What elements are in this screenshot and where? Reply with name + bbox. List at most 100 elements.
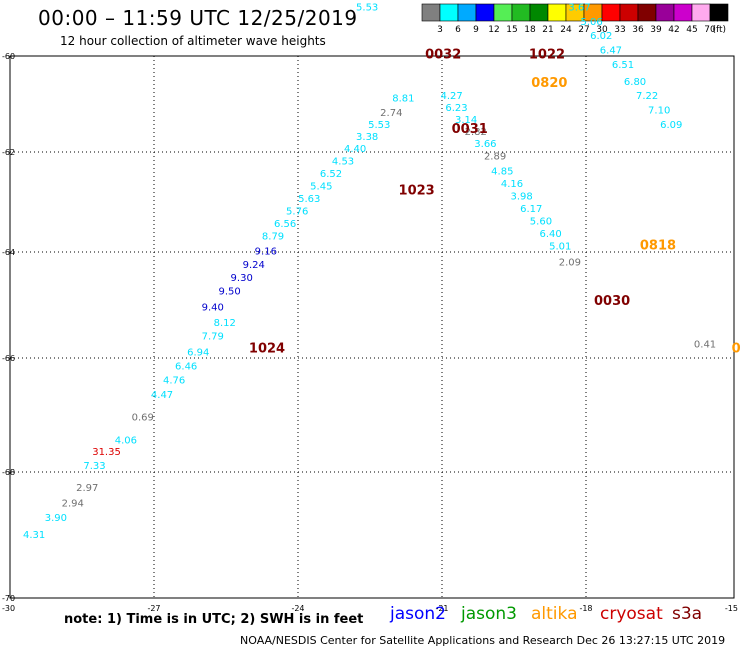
- legend-tick-label: 33: [614, 25, 625, 35]
- wave-height-value: 3.98: [510, 192, 532, 203]
- wave-height-value: 3.66: [474, 139, 496, 150]
- wave-height-value: 0.69: [132, 413, 154, 424]
- satellite-cryosat: cryosat: [600, 604, 663, 624]
- legend-swatch: [547, 3, 567, 22]
- wave-height-value: 6.09: [660, 120, 682, 131]
- legend-swatch: [421, 3, 441, 22]
- legend-tick-label: 21: [542, 25, 553, 35]
- legend-swatch: [691, 3, 711, 22]
- lon-tick-label: -24: [291, 604, 304, 613]
- footer-note: note: 1) Time is in UTC; 2) SWH is in fe…: [64, 612, 364, 627]
- page-title: 00:00 – 11:59 UTC 12/25/2019: [38, 6, 358, 30]
- legend-tick-label: 9: [473, 25, 479, 35]
- wave-height-value: 6.52: [320, 169, 342, 180]
- legend-tick-label: 42: [668, 25, 679, 35]
- lon-tick-label: -21: [435, 604, 448, 613]
- wave-height-value: 4.16: [501, 179, 523, 190]
- lat-tick-label: -66: [2, 354, 15, 363]
- legend-swatch: [709, 3, 729, 22]
- wave-height-value: 5.60: [530, 217, 552, 228]
- lon-tick-label: -15: [725, 604, 738, 613]
- wave-height-value: 8.81: [392, 94, 414, 105]
- pass-time-label: 1023: [399, 184, 435, 199]
- legend-swatch: [529, 3, 549, 22]
- wave-height-value: 31.35: [92, 447, 121, 458]
- legend-tick-label: 6: [455, 25, 461, 35]
- wave-height-value: 2.94: [62, 499, 84, 510]
- wave-height-value: 6.23: [445, 103, 467, 114]
- pass-time-label: 0031: [452, 122, 488, 137]
- wave-height-value: 2.89: [484, 152, 506, 163]
- wave-height-value: 3.90: [45, 513, 67, 524]
- wave-height-value: 2.82: [465, 127, 487, 138]
- legend-tick-label: 30: [596, 25, 608, 35]
- wave-height-value: 6.40: [539, 229, 561, 240]
- time-labels-layer: 0032 1022 0820 0031 1023 1024 0818 0030 081: [249, 47, 740, 356]
- wave-height-value: 8.12: [214, 318, 236, 329]
- satellite-jason3: jason3: [461, 604, 517, 624]
- pass-time-label: 0032: [425, 47, 461, 62]
- wave-height-value: 2.74: [380, 108, 402, 119]
- wave-height-value: 6.02: [590, 31, 612, 42]
- lat-tick-label: -60: [2, 52, 15, 61]
- observations-layer: 4.313.90 2.94 2.97 7.33 31.354.06 0.69 4.47 4.7…: [23, 0, 716, 541]
- wave-height-value: 4.40: [344, 144, 366, 155]
- legend-swatch: [457, 3, 477, 22]
- legend-swatch: [493, 3, 513, 22]
- pass-time-label: 081: [732, 342, 740, 357]
- legend-swatch: [655, 3, 675, 22]
- lat-tick-label: -68: [2, 468, 15, 477]
- wave-height-value: 6.51: [612, 60, 634, 71]
- lat-tick-label: -64: [2, 248, 15, 257]
- wave-height-value: 5.53: [368, 120, 390, 131]
- legend-swatch: [601, 3, 621, 22]
- legend-tick-label: 39: [650, 25, 662, 35]
- lat-tick-label: -70: [2, 594, 15, 603]
- wave-height-value: 6.17: [520, 204, 542, 215]
- legend-swatch: [475, 3, 495, 22]
- map-frame: [9, 55, 735, 599]
- lat-tick-label: -62: [2, 148, 15, 157]
- wave-height-value: 9.30: [231, 273, 253, 284]
- pass-time-label: 1024: [249, 342, 285, 357]
- legend-tick-label: 27: [578, 25, 589, 35]
- wave-height-value: 5.63: [298, 194, 320, 205]
- legend-tick-label: 36: [632, 25, 644, 35]
- satellite-jason2: jason2: [390, 604, 446, 624]
- color-legend: 3 6 9 12 15 18 21 24 27 30 33 36 39 42 45 70(ft): [421, 3, 729, 35]
- wave-height-value: 4.85: [491, 167, 513, 178]
- wave-height-value: 9.16: [255, 247, 277, 258]
- lon-tick-label: -18: [579, 604, 592, 613]
- wave-height-value: 9.24: [243, 260, 265, 271]
- wave-height-value: 4.53: [332, 157, 354, 168]
- wave-height-value: 6.56: [274, 219, 296, 230]
- pass-time-label: 0818: [640, 239, 676, 254]
- wave-height-value: 0.41: [694, 339, 716, 350]
- wave-height-value: 3.38: [356, 132, 378, 143]
- wave-height-value: 6.80: [624, 77, 646, 88]
- satellite-s3a: s3a: [672, 604, 703, 624]
- wave-height-value: 3.14: [455, 115, 477, 126]
- legend-swatch: [619, 3, 639, 22]
- pass-time-label: 0030: [594, 294, 630, 309]
- wave-height-value: 4.06: [115, 436, 137, 447]
- wave-height-value: 3.67: [568, 2, 590, 13]
- wave-height-value: 6.47: [600, 46, 622, 57]
- lon-tick-label: -27: [147, 604, 160, 613]
- wave-height-value: 5.76: [286, 207, 308, 218]
- wave-height-value: 6.46: [175, 361, 197, 372]
- lon-tick-label: -30: [2, 604, 15, 613]
- wave-height-value: 2.97: [76, 483, 98, 494]
- legend-tick-label: 70: [704, 25, 716, 35]
- legend-swatch: [673, 3, 693, 22]
- legend-tick-label: 45: [686, 25, 697, 35]
- wave-height-value: 6.94: [187, 347, 209, 358]
- wave-height-value: 7.10: [648, 106, 670, 117]
- wave-height-value: 6.45: [368, 0, 390, 1]
- pass-time-label: 1022: [529, 47, 565, 62]
- wave-height-value: 9.50: [218, 286, 240, 297]
- pass-time-label: 0820: [531, 76, 567, 91]
- wave-height-value: 4.47: [151, 390, 173, 401]
- legend-swatch: [511, 3, 531, 22]
- wave-height-value: 5.53: [356, 2, 378, 13]
